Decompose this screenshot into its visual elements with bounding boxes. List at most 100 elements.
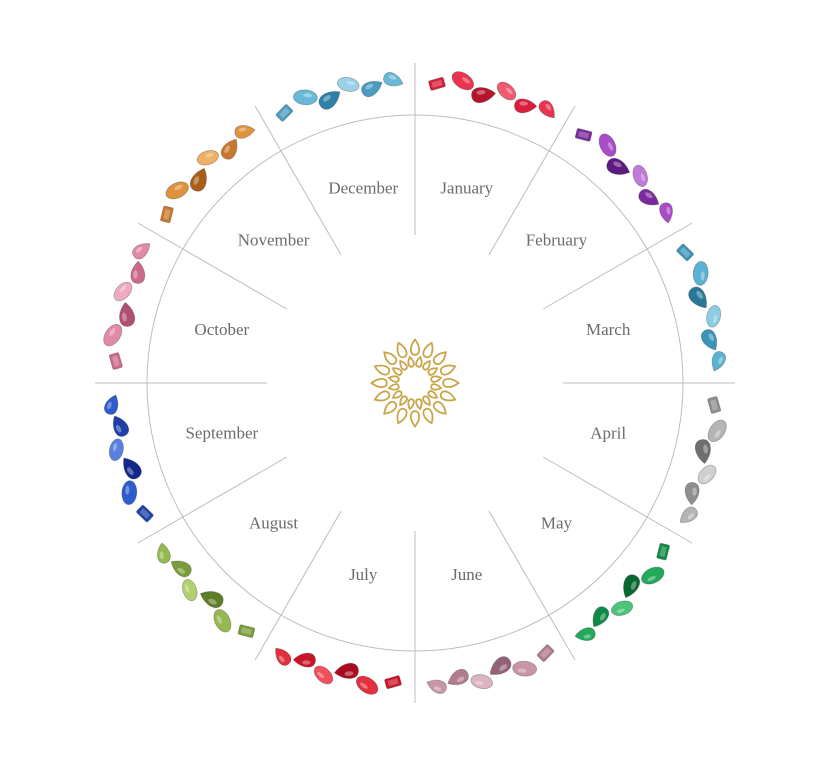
logo-petal bbox=[383, 400, 398, 415]
gemstone-icon bbox=[623, 574, 641, 599]
gemstone-icon bbox=[694, 439, 711, 465]
gemstone-icon bbox=[598, 133, 617, 157]
gemstone-icon bbox=[659, 202, 673, 224]
gemstone-icon bbox=[196, 150, 219, 166]
gemstone-icon bbox=[355, 675, 379, 695]
logo-petal bbox=[373, 390, 391, 402]
logo-petal bbox=[387, 375, 400, 383]
divider-line bbox=[542, 222, 693, 310]
gemstone-icon bbox=[292, 89, 318, 106]
divider-line bbox=[137, 456, 288, 544]
month-label-march[interactable]: March bbox=[586, 320, 631, 339]
logo-petal bbox=[407, 398, 415, 411]
gem-cluster-april bbox=[679, 396, 727, 523]
gemstone-icon bbox=[489, 656, 512, 675]
logo-petal bbox=[439, 364, 457, 376]
gem-cluster-december bbox=[275, 72, 404, 122]
gemstone-icon bbox=[574, 627, 596, 641]
gemstone-icon bbox=[426, 679, 447, 694]
gemstone-icon bbox=[641, 566, 665, 585]
logo-petal bbox=[430, 375, 443, 383]
gemstone-icon bbox=[383, 72, 404, 87]
logo-petal bbox=[391, 367, 403, 376]
gemstone-icon bbox=[707, 419, 727, 443]
divider-line bbox=[488, 510, 576, 661]
gemstone-icon bbox=[160, 205, 174, 224]
gemstone-icon bbox=[113, 281, 133, 302]
gemstone-icon bbox=[333, 662, 359, 679]
gemstone-icon bbox=[136, 504, 154, 523]
month-labels: January February March April May June July Augu… bbox=[185, 179, 630, 584]
month-label-april[interactable]: April bbox=[590, 424, 626, 443]
month-dividers bbox=[95, 63, 735, 703]
month-label-august[interactable]: August bbox=[249, 513, 298, 532]
gemstone-icon bbox=[213, 609, 232, 633]
gemstone-icon bbox=[697, 464, 717, 485]
gemstone-icon bbox=[676, 243, 694, 262]
gemstone-icon bbox=[447, 668, 469, 686]
logo-petal bbox=[432, 351, 447, 366]
gold-sunburst-logo-icon bbox=[370, 338, 460, 428]
gemstone-icon bbox=[104, 394, 119, 415]
logo-petal bbox=[415, 398, 423, 411]
logo-petal bbox=[373, 364, 391, 376]
logo-petal bbox=[415, 355, 423, 368]
gemstone-icon bbox=[108, 352, 123, 370]
gemstone-icon bbox=[182, 579, 198, 602]
divider-line bbox=[542, 456, 693, 544]
gemstone-icon bbox=[512, 660, 538, 677]
gemstone-icon bbox=[234, 125, 256, 139]
month-label-january[interactable]: January bbox=[440, 179, 493, 198]
gemstone-icon bbox=[157, 542, 171, 564]
gem-cluster-august bbox=[157, 542, 256, 638]
logo-petal bbox=[409, 338, 421, 356]
logo-petal bbox=[407, 355, 415, 368]
logo-petal bbox=[439, 390, 457, 402]
logo-petal bbox=[409, 410, 421, 428]
gemstone-icon bbox=[275, 104, 294, 122]
gemstone-icon bbox=[292, 652, 316, 668]
gemstone-icon bbox=[237, 624, 256, 638]
gem-clusters bbox=[103, 71, 727, 695]
logo-petal bbox=[427, 367, 439, 376]
month-label-july[interactable]: July bbox=[349, 565, 378, 584]
gem-cluster-november bbox=[160, 125, 256, 224]
logo-petal bbox=[430, 383, 443, 391]
gemstone-icon bbox=[606, 157, 631, 175]
gemstone-icon bbox=[611, 600, 634, 616]
gemstone-icon bbox=[470, 674, 493, 690]
gemstone-icon bbox=[384, 675, 402, 690]
logo-petal bbox=[399, 359, 408, 371]
gemstone-icon bbox=[679, 506, 698, 523]
gemstone-icon bbox=[692, 260, 709, 286]
logo-petal bbox=[432, 400, 447, 415]
gemstone-icon bbox=[592, 606, 610, 628]
month-label-november[interactable]: November bbox=[238, 230, 310, 249]
logo-petal bbox=[442, 377, 460, 389]
divider-line bbox=[488, 105, 576, 256]
gem-cluster-june bbox=[426, 644, 555, 694]
logo-petal bbox=[422, 407, 434, 425]
month-label-september[interactable]: September bbox=[185, 424, 258, 443]
month-label-december[interactable]: December bbox=[328, 179, 398, 198]
gem-cluster-february bbox=[574, 128, 673, 224]
gemstone-icon bbox=[428, 76, 446, 91]
gemstone-icon bbox=[165, 181, 189, 200]
gemstone-icon bbox=[108, 438, 124, 461]
gemstone-icon bbox=[337, 76, 360, 92]
month-label-may[interactable]: May bbox=[541, 513, 573, 532]
gem-cluster-january bbox=[428, 71, 555, 119]
month-label-february[interactable]: February bbox=[526, 230, 588, 249]
logo-petal bbox=[427, 390, 439, 399]
gemstone-icon bbox=[119, 301, 136, 327]
gemstone-icon bbox=[121, 480, 138, 506]
gemstone-icon bbox=[688, 286, 707, 309]
gemstone-icon bbox=[318, 91, 341, 110]
gemstone-icon bbox=[707, 396, 722, 414]
logo-petal bbox=[396, 341, 408, 359]
month-label-october[interactable]: October bbox=[194, 320, 249, 339]
month-label-june[interactable]: June bbox=[451, 565, 482, 584]
gem-cluster-october bbox=[103, 243, 151, 370]
gemstone-icon bbox=[574, 128, 593, 142]
